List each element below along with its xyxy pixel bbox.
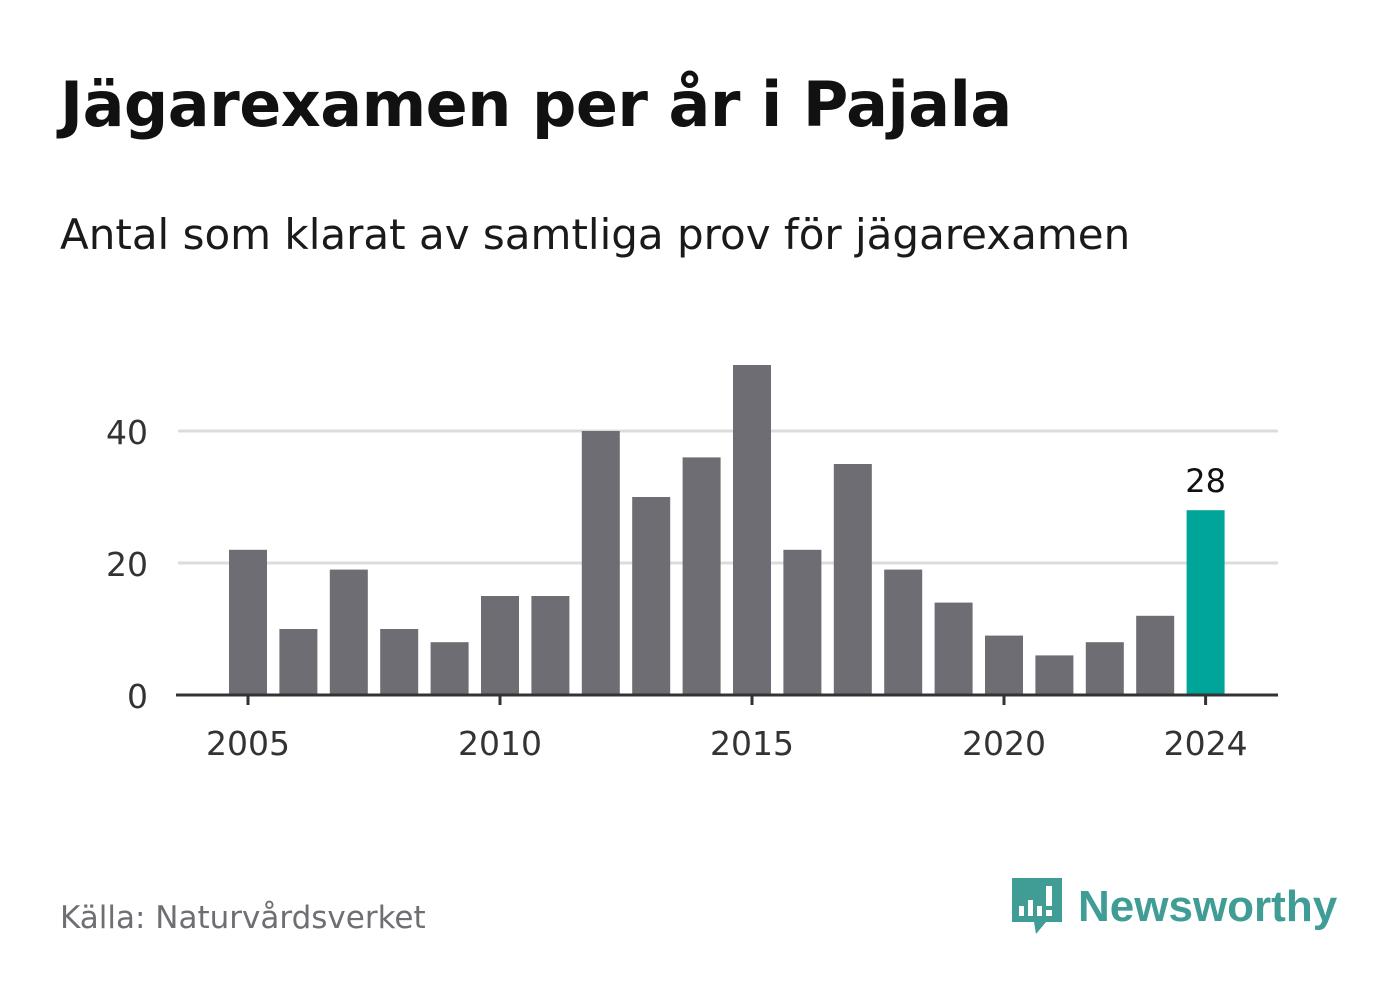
bar-2022	[1085, 642, 1124, 695]
bar-2021	[1035, 655, 1074, 695]
newsworthy-logo-icon	[1012, 878, 1062, 934]
x-axis-ticks: 2005 2010 2015 2020 2024	[206, 695, 1248, 763]
brand-name: Newsworthy	[1078, 882, 1338, 931]
bar-2012	[581, 431, 620, 695]
bar-2006	[279, 629, 318, 695]
x-tick-label-2020: 2020	[962, 724, 1046, 763]
bar-2017	[833, 464, 872, 695]
bar-2015	[733, 365, 771, 695]
bar-2005	[229, 549, 267, 695]
x-tick-label-2010: 2010	[458, 724, 542, 763]
bar-2009	[430, 642, 469, 695]
bar-2007	[329, 569, 368, 695]
bar-2019	[934, 602, 973, 695]
y-tick-label-20: 20	[106, 545, 148, 584]
bar-2016	[783, 549, 822, 695]
bar-2018	[884, 569, 923, 695]
bar-2010	[481, 596, 519, 695]
chart-subtitle: Antal som klarat av samtliga prov för jä…	[60, 210, 1131, 259]
bars	[229, 365, 1225, 695]
bar-2014	[682, 457, 721, 695]
bar-2024	[1186, 510, 1225, 695]
y-tick-label-0: 0	[127, 677, 148, 716]
bar-2008	[380, 629, 419, 695]
bar-2020	[985, 635, 1023, 695]
x-tick-label-2005: 2005	[206, 724, 290, 763]
bar-2023	[1136, 615, 1175, 695]
x-tick-label-2015: 2015	[710, 724, 794, 763]
gridlines	[178, 429, 1278, 565]
x-tick-label-2024: 2024	[1164, 724, 1248, 763]
chart-title: Jägarexamen per år i Pajala	[60, 68, 1012, 141]
bar-2013	[632, 497, 671, 695]
data-label-2024: 28	[1185, 462, 1226, 500]
y-axis-ticks: 0 20 40	[106, 413, 148, 716]
source-note: Källa: Naturvårdsverket	[60, 900, 426, 936]
brand-logo: Newsworthy	[1010, 876, 1337, 938]
data-labels: 28	[1185, 462, 1226, 500]
bar-2011	[531, 596, 570, 695]
y-tick-label-40: 40	[106, 413, 148, 452]
